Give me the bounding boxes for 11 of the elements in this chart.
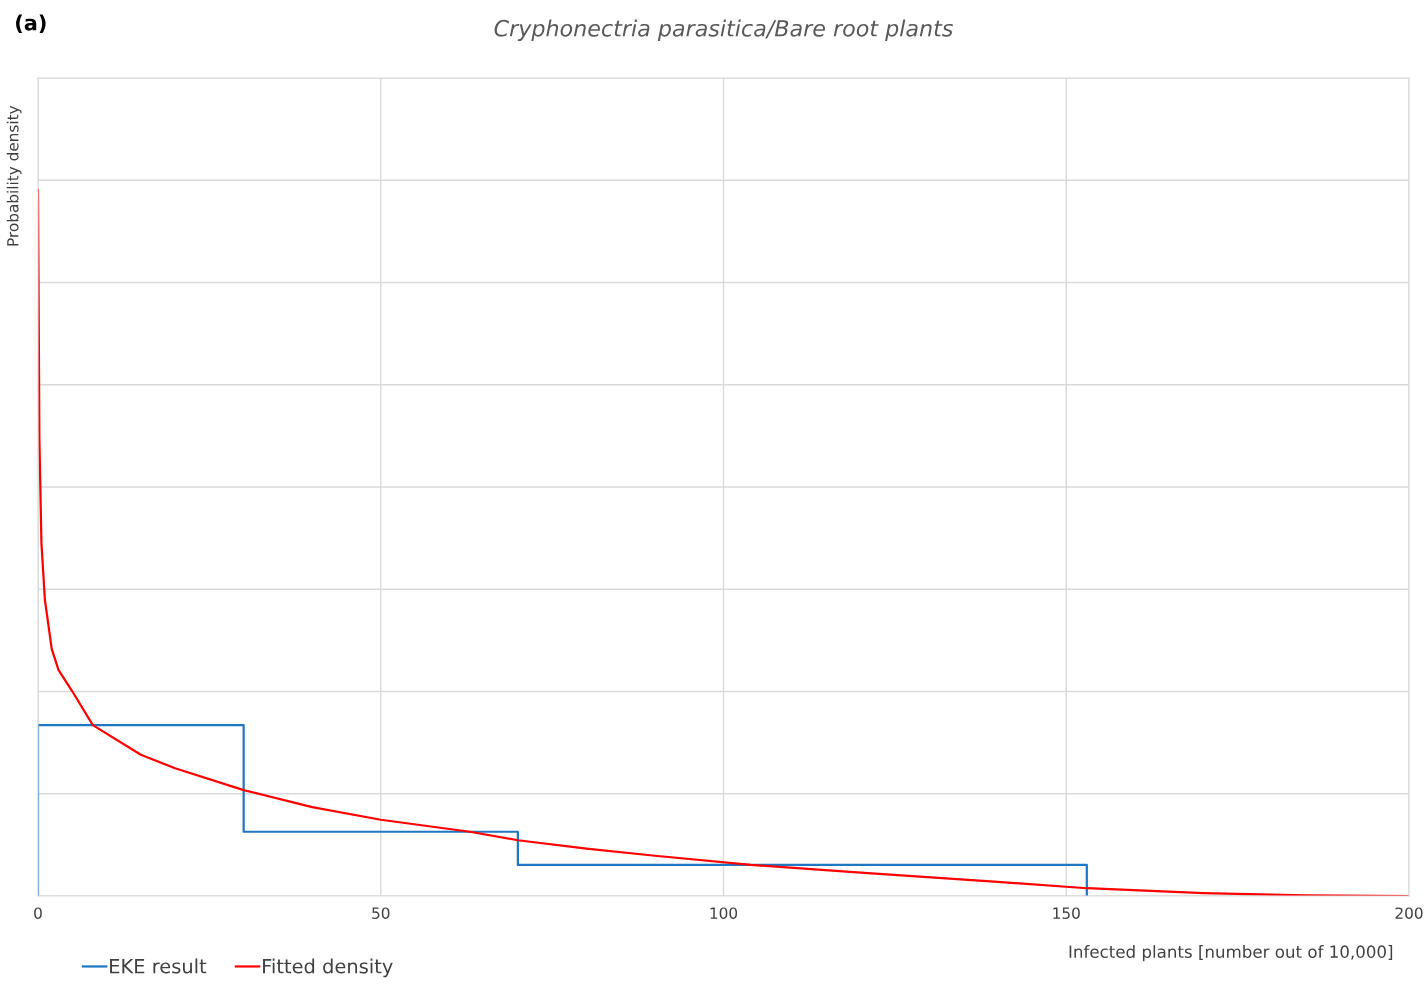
legend-label: Fitted density — [263, 958, 393, 978]
x-tick-label: 200 — [1395, 907, 1423, 919]
text: (a) — [16, 14, 46, 34]
y-axis-title: Probability density — [6, 105, 22, 246]
legend-label: EKE result — [110, 958, 207, 974]
chart-title: Cryphonectria parasitica/Bare root plants — [494, 19, 953, 41]
x-tick-label: 50 — [372, 907, 390, 919]
x-tick-label: 150 — [1053, 907, 1080, 919]
x-tick-label: 0 — [34, 907, 42, 919]
x-axis-title: Infected plants [number out of 10,000] — [1069, 945, 1393, 962]
x-tick-label: 100 — [710, 907, 738, 919]
